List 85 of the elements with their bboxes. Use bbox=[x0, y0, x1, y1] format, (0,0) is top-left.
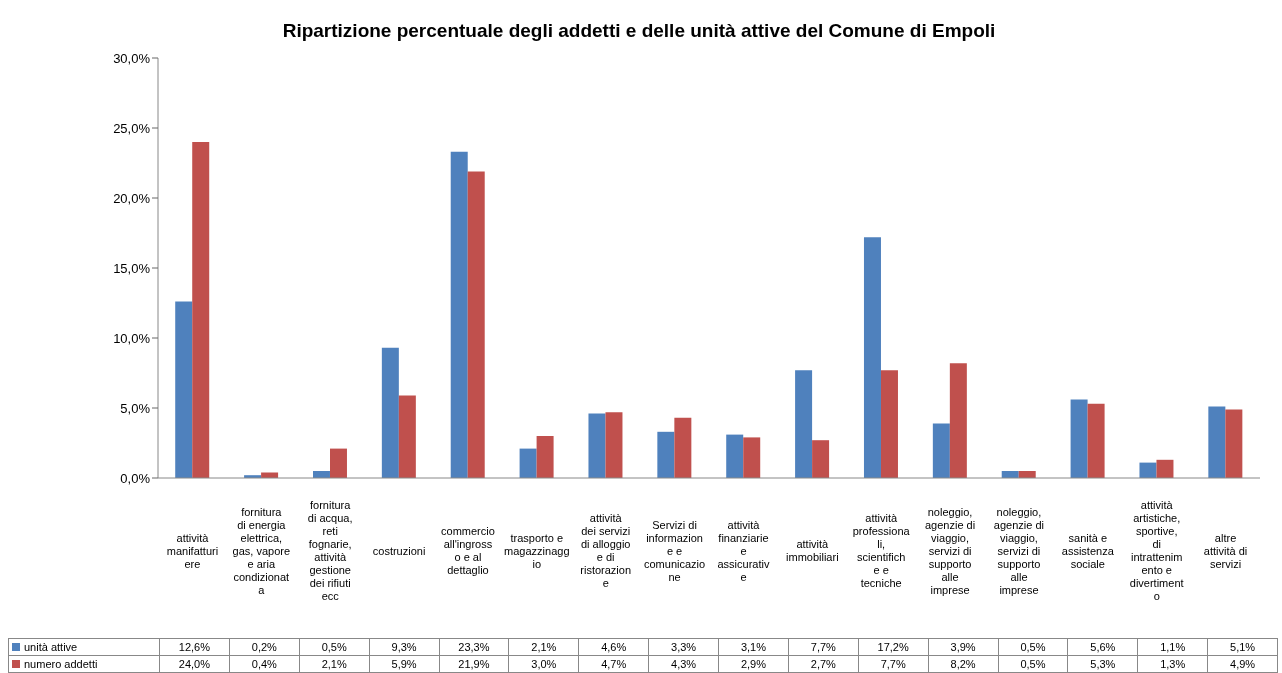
x-tick-label: attività professionali, scientifiche e tecniche bbox=[852, 512, 911, 589]
bar bbox=[812, 440, 830, 478]
data-label: 1,1% bbox=[1137, 638, 1208, 656]
data-label: 21,9% bbox=[439, 655, 509, 673]
bar bbox=[1225, 409, 1243, 478]
bar bbox=[450, 151, 468, 478]
bar bbox=[949, 363, 967, 478]
x-tick-label: fornitura di energia elettrica, gas, vapore e aria condizionata bbox=[232, 505, 291, 596]
y-tick-label: 30,0% bbox=[113, 50, 151, 66]
bar bbox=[605, 412, 623, 478]
x-tick-label: trasporto e magazzinaggio bbox=[504, 531, 570, 570]
data-label: 3,1% bbox=[718, 638, 789, 656]
data-label: 5,9% bbox=[369, 655, 439, 673]
data-label: 4,9% bbox=[1207, 655, 1278, 673]
y-tick-label: 20,0% bbox=[113, 190, 151, 206]
bar bbox=[398, 395, 416, 478]
x-tick-label: attività finanziarie e assicurative bbox=[717, 518, 770, 583]
data-label: 7,7% bbox=[788, 638, 859, 656]
data-label: 7,7% bbox=[858, 655, 929, 673]
data-label: 5,1% bbox=[1207, 638, 1278, 656]
legend-label: numero addetti bbox=[23, 658, 98, 670]
x-tick-label: attività artistiche, sportive, di intrattenimento e divertimento bbox=[1129, 499, 1184, 602]
bar bbox=[1208, 406, 1226, 478]
data-label: 2,9% bbox=[718, 655, 789, 673]
x-tick-label: noleggio, agenzie di viaggio, servizi di supporto alle imprese bbox=[924, 505, 976, 596]
bar bbox=[192, 142, 210, 478]
bar bbox=[674, 417, 692, 478]
bar bbox=[588, 413, 606, 478]
data-label: 2,1% bbox=[299, 655, 370, 673]
data-label: 5,3% bbox=[1067, 655, 1138, 673]
bar bbox=[1070, 399, 1088, 478]
bar bbox=[657, 431, 675, 478]
bar bbox=[175, 301, 193, 478]
x-tick-label: noleggio, agenzie di viaggio, servizi di supporto alle imprese bbox=[993, 505, 1045, 596]
data-label: 0,5% bbox=[299, 638, 370, 656]
data-label: 3,9% bbox=[928, 638, 998, 656]
bar bbox=[932, 423, 950, 478]
y-tick-label: 5,0% bbox=[120, 400, 151, 416]
bar bbox=[743, 437, 761, 478]
bar bbox=[863, 237, 881, 478]
data-label: 23,3% bbox=[439, 638, 509, 656]
legend-label: unità attive bbox=[23, 641, 78, 653]
x-tick-label: attività immobiliari bbox=[786, 538, 839, 563]
data-label: 4,6% bbox=[578, 638, 649, 656]
data-label: 4,3% bbox=[648, 655, 719, 673]
data-label: 3,0% bbox=[508, 655, 579, 673]
bar bbox=[381, 347, 399, 478]
data-label: 3,3% bbox=[648, 638, 719, 656]
bar bbox=[1156, 459, 1174, 478]
data-label: 0,2% bbox=[229, 638, 300, 656]
x-tick-label: fornitura di acqua, reti fognarie, attività gestione dei rifiuti ecc bbox=[307, 499, 353, 602]
chart-title: Ripartizione percentuale degli addetti e delle unità attive del Comune di Empoli bbox=[281, 19, 997, 43]
data-label: 9,3% bbox=[369, 638, 439, 656]
data-label: 0,5% bbox=[998, 655, 1068, 673]
x-tick-label: altre attività di servizi bbox=[1203, 531, 1248, 570]
bar bbox=[726, 434, 744, 478]
data-label: 2,1% bbox=[508, 638, 579, 656]
y-tick-label: 10,0% bbox=[113, 330, 151, 346]
data-label: 1,3% bbox=[1137, 655, 1208, 673]
data-label: 24,0% bbox=[159, 655, 230, 673]
bar bbox=[880, 370, 898, 478]
bar bbox=[1139, 462, 1157, 478]
bar bbox=[467, 171, 485, 478]
x-tick-label: commercio all'ingrosso e al dettaglio bbox=[441, 525, 495, 576]
bar bbox=[536, 436, 554, 478]
data-label: 4,7% bbox=[578, 655, 649, 673]
bar bbox=[1087, 403, 1105, 478]
data-label: 12,6% bbox=[159, 638, 230, 656]
x-tick-label: costruzioni bbox=[372, 544, 426, 557]
data-label: 8,2% bbox=[928, 655, 998, 673]
data-label: 0,4% bbox=[229, 655, 300, 673]
bar bbox=[329, 448, 347, 478]
data-label: 5,6% bbox=[1067, 638, 1138, 656]
bar bbox=[519, 448, 537, 478]
x-tick-label: attività dei servizi di alloggio e di ristorazione bbox=[580, 512, 632, 589]
x-tick-label: Servizi di informazione e comunicazione bbox=[643, 518, 706, 583]
y-tick-label: 0,0% bbox=[120, 470, 151, 486]
data-label: 17,2% bbox=[858, 638, 929, 656]
x-tick-label: sanità e assistenza sociale bbox=[1061, 531, 1115, 570]
data-label: 0,5% bbox=[998, 638, 1068, 656]
bar bbox=[795, 370, 813, 478]
y-tick-label: 25,0% bbox=[113, 120, 151, 136]
y-tick-label: 15,0% bbox=[113, 260, 151, 276]
data-label: 2,7% bbox=[788, 655, 859, 673]
x-tick-label: attività manifatturiere bbox=[166, 531, 219, 570]
